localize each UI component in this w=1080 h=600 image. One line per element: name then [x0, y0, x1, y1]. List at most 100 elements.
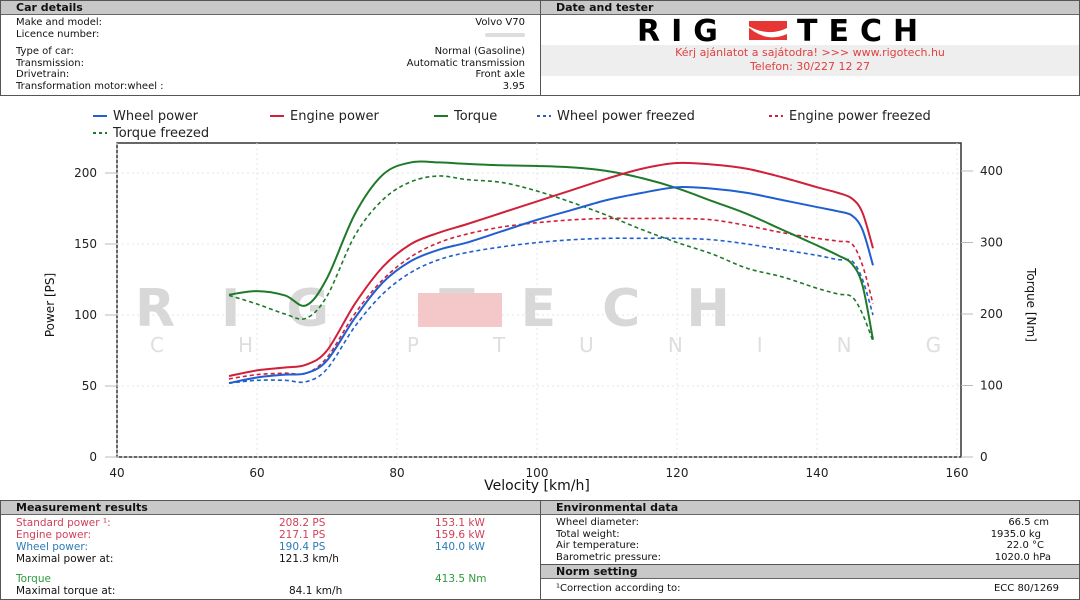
wheel-diameter-label: Wheel diameter: — [556, 517, 640, 528]
torque-row: Torque 413.5 Nm — [1, 573, 540, 585]
max-power-at-value: 121.3 km/h — [279, 553, 339, 565]
legend-item-wheel-power[interactable]: Wheel power — [93, 109, 199, 124]
drivetrain-label: Drivetrain: — [16, 69, 70, 80]
licence-row: Licence number: — [1, 29, 540, 41]
x-tick-label: 60 — [249, 466, 264, 480]
transmission-label: Transmission: — [16, 57, 84, 69]
max-torque-at-value: 84.1 km/h — [289, 585, 343, 597]
wheel-power-ps: 190.4 PS — [279, 541, 326, 553]
x-tick-label: 40 — [109, 466, 124, 480]
series-wheel-power-freezed — [228, 237, 874, 384]
car-type-row: Type of car: Normal (Gasoline) — [1, 46, 540, 58]
barometric-pressure-value: 1020.0 hPa — [994, 551, 1051, 563]
wheel-power-kw: 140.0 kW — [435, 541, 485, 553]
engine-power-kw: 159.6 kW — [435, 529, 485, 541]
total-weight-row: Total weight: 1935.0 kg — [541, 529, 1079, 541]
y-tick-label: 0 — [89, 450, 97, 464]
car-type-value: Normal (Gasoline) — [434, 46, 525, 57]
legend-label: Engine power — [290, 109, 380, 124]
y-axis-label: Power [PS] — [43, 273, 57, 337]
environmental-data-panel: Environmental data Wheel diameter: 66.5 c… — [540, 500, 1080, 565]
watermark-sub: CHIPTUNING — [150, 333, 1015, 357]
standard-power-ps: 208.2 PS — [279, 517, 326, 529]
drivetrain-row: Drivetrain: Front axle — [1, 69, 540, 81]
air-temperature-label: Air temperature: — [556, 540, 640, 551]
legend-label: Engine power freezed — [789, 109, 931, 124]
wheel-diameter-value: 66.5 cm — [1008, 517, 1049, 528]
svg-text:TECH: TECH — [797, 16, 929, 44]
x-tick-label: 160 — [946, 466, 969, 480]
series-engine-power-freezed — [228, 217, 874, 380]
dyno-chart: Wheel power Engine power Torque Wheel power… — [0, 96, 1080, 499]
y2-tick-label: 300 — [980, 236, 1003, 250]
series-torque — [228, 160, 874, 340]
correction-value: ECC 80/1269 — [993, 583, 1059, 594]
legend-label: Torque — [453, 109, 497, 124]
legend-label: Wheel power — [113, 109, 199, 124]
y2-tick-label: 0 — [980, 450, 988, 464]
ratio-value: 3.95 — [502, 80, 525, 92]
rigotech-watermark: RIG TECH CHIPTUNING — [135, 279, 1015, 357]
date-tester-title: Date and tester — [541, 1, 1079, 15]
barometric-pressure-label: Barometric pressure: — [556, 551, 661, 563]
plot-area — [116, 142, 962, 458]
max-power-at-row: Maximal power at: 121.3 km/h — [1, 553, 540, 565]
max-power-at-label: Maximal power at: — [16, 553, 114, 565]
legend-label: Torque freezed — [112, 126, 209, 141]
promo-phone-text: Telefon: 30/227 12 27 — [750, 60, 870, 73]
ratio-row: Transformation motor:wheel : 3.95 — [1, 81, 540, 93]
engine-power-row: Engine power: 217.1 PS 159.6 kW — [1, 529, 540, 541]
standard-power-kw: 153.1 kW — [435, 517, 485, 529]
legend-item-engine-power-freezed[interactable]: Engine power freezed — [769, 109, 931, 124]
legend-label: Wheel power freezed — [557, 109, 695, 124]
max-torque-at-label: Maximal torque at: — [16, 585, 116, 597]
ratio-label: Transformation motor:wheel : — [16, 80, 164, 92]
engine-power-ps: 217.1 PS — [279, 529, 326, 541]
y2-tick-label: 100 — [980, 379, 1003, 393]
total-weight-value: 1935.0 kg — [990, 528, 1041, 540]
series-wheel-power — [228, 185, 874, 385]
promo-website-text: Kérj ajánlatot a sajátodra! >>> www.rigo… — [675, 46, 945, 59]
x-tick-label: 100 — [526, 466, 549, 480]
measurement-title: Measurement results — [1, 501, 540, 515]
watermark-logo-mark — [418, 293, 502, 327]
chart-legend: Wheel power Engine power Torque Wheel power… — [93, 109, 931, 141]
x-tick-label: 80 — [389, 466, 404, 480]
wheel-power-row: Wheel power: 190.4 PS 140.0 kW — [1, 541, 540, 553]
promo-banner: Kérj ajánlatot a sajátodra! >>> www.rigo… — [541, 45, 1079, 76]
series-engine-power — [228, 161, 874, 378]
legend-item-engine-power[interactable]: Engine power — [270, 109, 380, 124]
wheel-diameter-row: Wheel diameter: 66.5 cm — [541, 517, 1079, 529]
measurement-results-panel: Measurement results Standard power ¹: 208… — [0, 500, 541, 600]
wheel-power-label: Wheel power: — [16, 541, 89, 553]
norm-setting-panel: Norm setting ¹Correction according to: EC… — [540, 564, 1080, 600]
x-axis-label: Velocity [km/h] — [484, 478, 590, 494]
standard-power-label: Standard power ¹: — [16, 517, 111, 529]
standard-power-row: Standard power ¹: 208.2 PS 153.1 kW — [1, 517, 540, 529]
engine-power-label: Engine power: — [16, 529, 92, 541]
svg-text:RIG: RIG — [637, 16, 729, 44]
legend-item-torque-freezed[interactable]: Torque freezed — [93, 126, 209, 141]
make-model-label: Make and model: — [16, 17, 103, 28]
torque-value: 413.5 Nm — [435, 573, 487, 585]
car-details-panel: Car details Make and model: Volvo V70 Lic… — [0, 0, 541, 96]
y2-axis-label: Torque [Nm] — [1024, 267, 1038, 342]
x-tick-label: 140 — [806, 466, 829, 480]
air-temperature-value: 22.0 °C — [1006, 540, 1044, 551]
y2-tick-label: 200 — [980, 307, 1003, 321]
x-tick-label: 120 — [666, 466, 689, 480]
legend-item-wheel-power-freezed[interactable]: Wheel power freezed — [537, 109, 695, 124]
total-weight-label: Total weight: — [556, 528, 620, 540]
axes: 40 60 80 100 120 140 160 0 50 100 150 200 0 100 200 300… — [74, 164, 1003, 480]
norm-title: Norm setting — [541, 565, 1079, 579]
environmental-title: Environmental data — [541, 501, 1079, 515]
licence-label: Licence number: — [16, 28, 100, 40]
y-tick-label: 150 — [74, 237, 97, 251]
correction-label: ¹Correction according to: — [556, 583, 681, 594]
barometric-pressure-row: Barometric pressure: 1020.0 hPa — [541, 552, 1079, 564]
y2-tick-label: 400 — [980, 164, 1003, 178]
dyno-chart-svg: Wheel power Engine power Torque Wheel power… — [43, 109, 1038, 494]
y-tick-label: 200 — [74, 166, 97, 180]
air-temperature-row: Air temperature: 22.0 °C — [541, 540, 1079, 552]
legend-item-torque[interactable]: Torque — [434, 109, 497, 124]
